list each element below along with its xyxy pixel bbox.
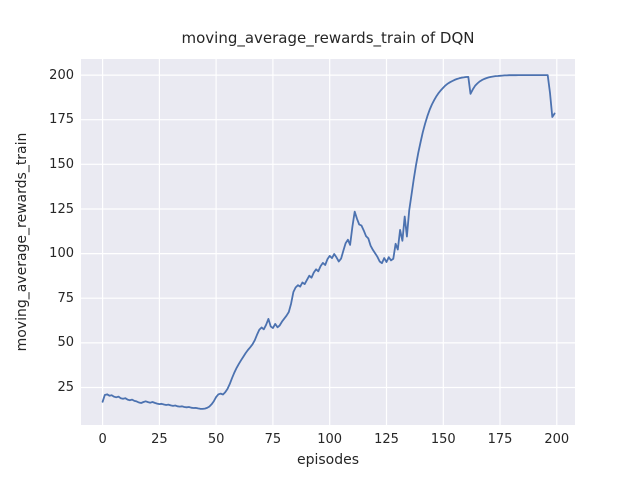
x-axis-label: episodes [296, 452, 360, 468]
x-tick-label: 100 [317, 432, 343, 447]
x-tick-label: 125 [374, 432, 399, 447]
y-tick-label: 100 [49, 246, 74, 262]
y-tick-label: 75 [57, 290, 74, 306]
x-tick-label: 50 [207, 432, 225, 447]
y-axis-label: moving_average_rewards_train [14, 132, 30, 352]
gridlines [81, 59, 575, 425]
x-tick-label: 200 [544, 432, 570, 447]
y-tick-label: 150 [49, 156, 74, 172]
x-tick-label: 150 [430, 432, 456, 447]
y-tick-label: 200 [49, 67, 74, 83]
line-series [101, 74, 556, 410]
chart-title: moving_average_rewards_train of DQN [181, 29, 475, 47]
x-tick-label: 0 [98, 432, 107, 447]
y-tick-label: 25 [57, 380, 74, 395]
series-line [101, 74, 556, 410]
x-tick-label: 175 [487, 432, 513, 447]
x-tick-label: 25 [151, 432, 168, 447]
y-tick-label: 125 [49, 201, 74, 217]
x-tick-label: 75 [264, 432, 282, 447]
plot-svg [81, 59, 575, 425]
y-tick-label: 50 [57, 335, 74, 351]
y-tick-label: 175 [49, 112, 74, 128]
plot-area [81, 59, 575, 425]
